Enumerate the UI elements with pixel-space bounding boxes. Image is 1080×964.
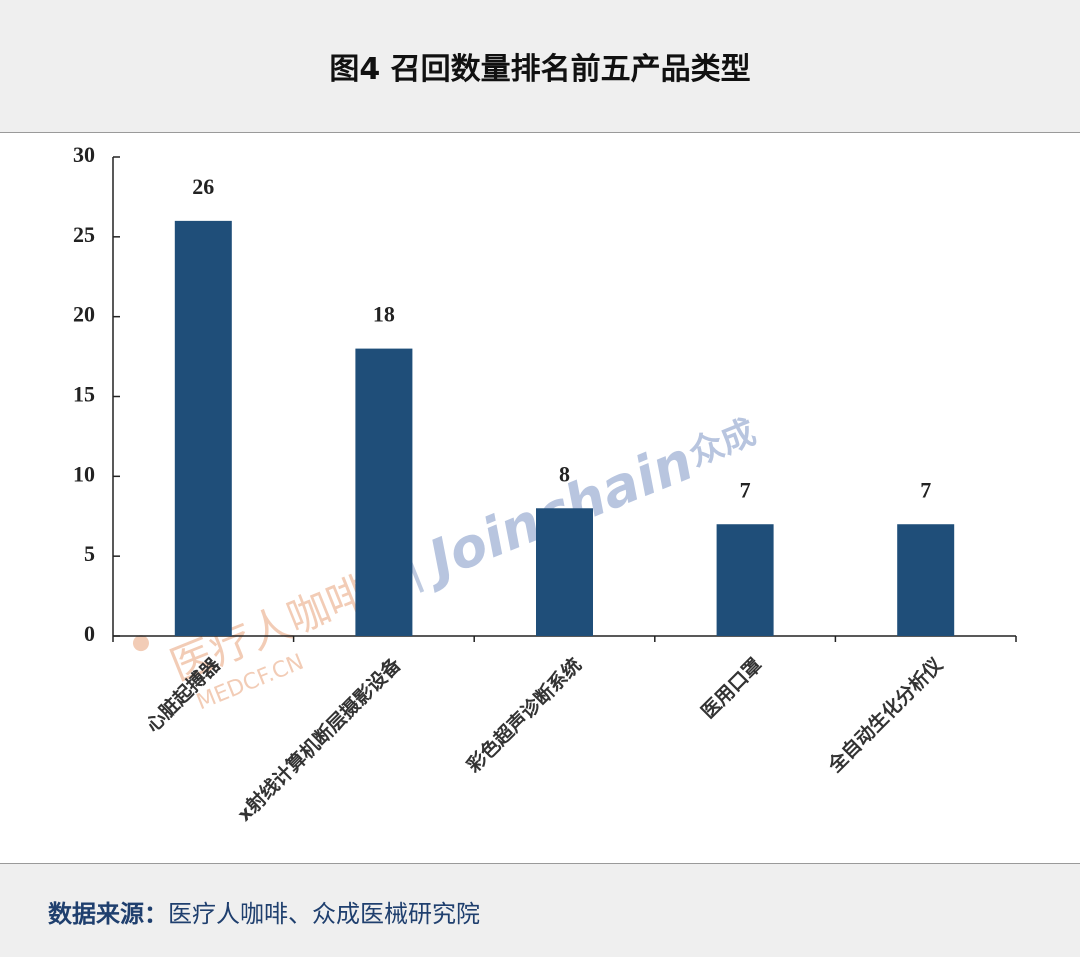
data-label: 26 [192,174,214,199]
y-tick-label: 10 [73,461,95,486]
source: 数据来源：医疗人咖啡、众成医械研究院 [0,864,1080,964]
y-tick-label: 15 [73,382,95,407]
data-label: 7 [920,477,931,502]
bar [716,524,774,636]
x-tick-label: 彩色超声诊断系统 [461,653,585,777]
data-label: 7 [740,477,751,502]
data-label: 18 [373,302,395,327]
bar [536,508,593,636]
y-tick-label: 20 [73,302,95,327]
bar [174,220,232,636]
header: 图4 召回数量排名前五产品类型 [0,0,1080,133]
x-tick-label: 医用口罩 [697,654,766,723]
data-label: 8 [559,461,570,486]
x-tick-label: 全自动生化分析仪 [823,652,948,777]
y-tick-label: 5 [84,541,95,566]
watermark-dot [132,635,149,652]
bar [355,348,413,636]
y-tick-label: 25 [73,222,95,247]
chart-title: 图4 召回数量排名前五产品类型 [329,52,751,87]
source-label: 数据来源： [48,900,168,928]
y-tick-label: 30 [73,142,95,167]
footer: 数据来源：医疗人咖啡、众成医械研究院 [0,863,1080,957]
bar [897,524,955,636]
y-tick-label: 0 [84,621,95,646]
chart: 医疗人咖啡 MEDCF.CN Joinchain 众成 051015202530… [73,142,1017,826]
source-text: 医疗人咖啡、众成医械研究院 [168,900,480,928]
watermark-brand-en-cn: 众成 [683,412,761,475]
